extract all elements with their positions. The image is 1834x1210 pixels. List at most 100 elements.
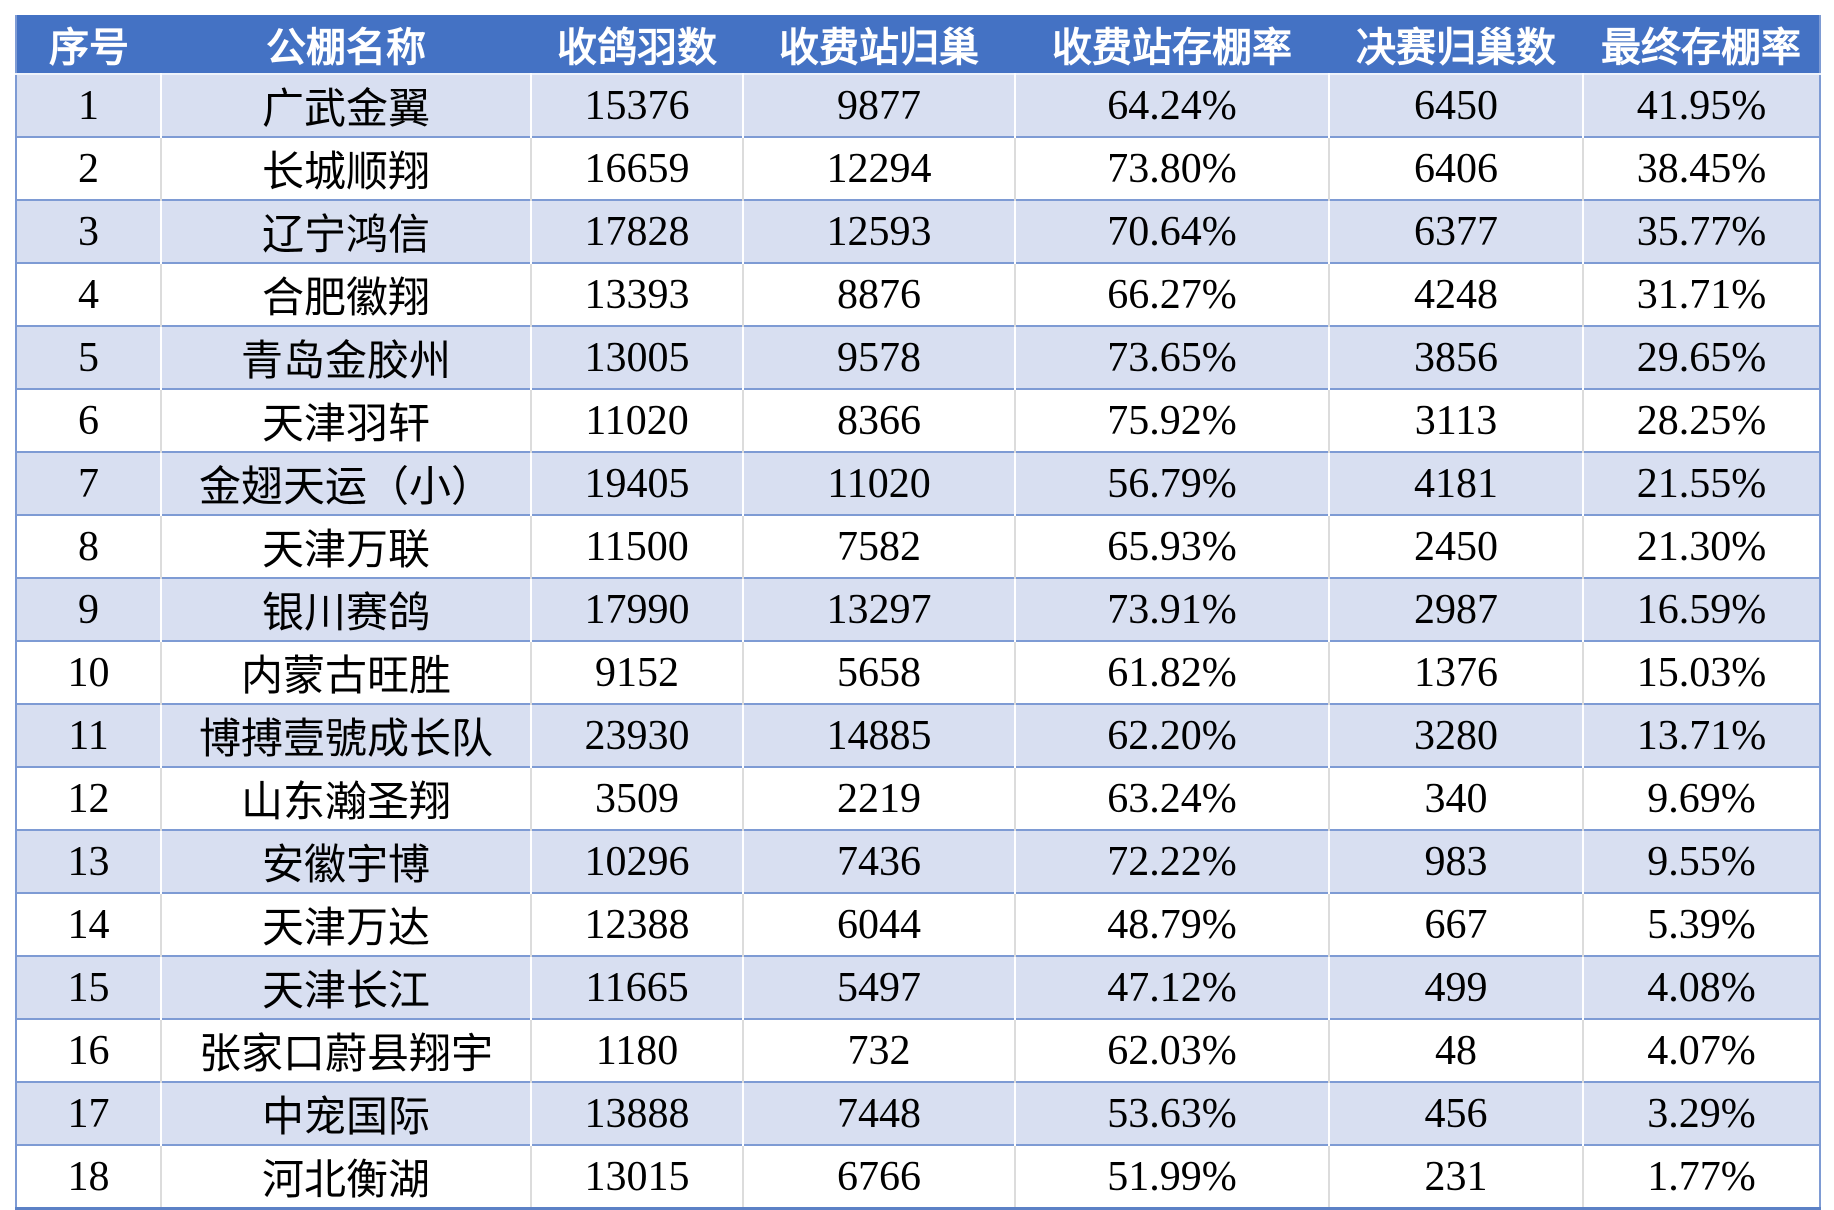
final-returns-cell: 4181 [1329, 452, 1584, 515]
final-returns-cell: 456 [1329, 1082, 1584, 1145]
final-retention-rate-cell: 16.59% [1583, 578, 1820, 641]
pigeons-collected-cell: 17990 [531, 578, 744, 641]
col-header-pigeons-collected: 收鸽羽数 [531, 15, 743, 74]
table-row: 17 中宠国际 13888 7448 53.63% 456 3.29% [16, 1082, 1820, 1145]
toll-station-retention-rate-cell: 73.65% [1015, 326, 1330, 389]
loft-name-cell: 天津万达 [161, 893, 532, 956]
final-retention-rate-cell: 21.55% [1583, 452, 1820, 515]
col-header-final-returns: 决赛归巢数 [1329, 15, 1583, 74]
header-row: 序号 公棚名称 收鸽羽数 收费站归巢 收费站存棚率 决赛归巢数 最终存棚率 [16, 15, 1820, 74]
toll-station-returns-cell: 8366 [743, 389, 1016, 452]
table-row: 16 张家口蔚县翔宇 1180 732 62.03% 48 4.07% [16, 1019, 1820, 1082]
final-returns-cell: 499 [1329, 956, 1584, 1019]
pigeons-collected-cell: 23930 [531, 704, 744, 767]
loft-name-cell: 广武金翼 [161, 74, 532, 137]
final-retention-rate-cell: 9.55% [1583, 830, 1820, 893]
table-row: 7 金翅天运（小） 19405 11020 56.79% 4181 21.55% [16, 452, 1820, 515]
toll-station-returns-cell: 6766 [743, 1145, 1016, 1209]
toll-station-retention-rate-cell: 53.63% [1015, 1082, 1330, 1145]
final-retention-rate-cell: 4.08% [1583, 956, 1820, 1019]
serial-number-cell: 14 [16, 893, 162, 956]
serial-number-cell: 6 [16, 389, 162, 452]
serial-number-cell: 4 [16, 263, 162, 326]
col-header-loft-name: 公棚名称 [161, 15, 531, 74]
toll-station-returns-cell: 12294 [743, 137, 1016, 200]
table-row: 3 辽宁鸿信 17828 12593 70.64% 6377 35.77% [16, 200, 1820, 263]
pigeons-collected-cell: 3509 [531, 767, 744, 830]
final-returns-cell: 3113 [1329, 389, 1584, 452]
table-header: 序号 公棚名称 收鸽羽数 收费站归巢 收费站存棚率 决赛归巢数 最终存棚率 [16, 15, 1820, 74]
table-row: 10 内蒙古旺胜 9152 5658 61.82% 1376 15.03% [16, 641, 1820, 704]
serial-number-cell: 8 [16, 515, 162, 578]
table-row: 9 银川赛鸽 17990 13297 73.91% 2987 16.59% [16, 578, 1820, 641]
serial-number-cell: 5 [16, 326, 162, 389]
table-row: 6 天津羽轩 11020 8366 75.92% 3113 28.25% [16, 389, 1820, 452]
serial-number-cell: 16 [16, 1019, 162, 1082]
final-returns-cell: 6406 [1329, 137, 1584, 200]
table-row: 12 山东瀚圣翔 3509 2219 63.24% 340 9.69% [16, 767, 1820, 830]
table-row: 8 天津万联 11500 7582 65.93% 2450 21.30% [16, 515, 1820, 578]
final-returns-cell: 6377 [1329, 200, 1584, 263]
serial-number-cell: 17 [16, 1082, 162, 1145]
pigeons-collected-cell: 9152 [531, 641, 744, 704]
final-returns-cell: 2450 [1329, 515, 1584, 578]
toll-station-retention-rate-cell: 65.93% [1015, 515, 1330, 578]
final-retention-rate-cell: 4.07% [1583, 1019, 1820, 1082]
loft-name-cell: 青岛金胶州 [161, 326, 532, 389]
pigeons-collected-cell: 11665 [531, 956, 744, 1019]
pigeon-race-results-table-wrap: 序号 公棚名称 收鸽羽数 收费站归巢 收费站存棚率 决赛归巢数 最终存棚率 1 广武金翼 153… [15, 15, 1821, 1210]
table-row: 1 广武金翼 15376 9877 64.24% 6450 41.95% [16, 74, 1820, 137]
final-retention-rate-cell: 28.25% [1583, 389, 1820, 452]
toll-station-retention-rate-cell: 48.79% [1015, 893, 1330, 956]
toll-station-returns-cell: 7582 [743, 515, 1016, 578]
pigeons-collected-cell: 11500 [531, 515, 744, 578]
toll-station-retention-rate-cell: 70.64% [1015, 200, 1330, 263]
serial-number-cell: 2 [16, 137, 162, 200]
table-row: 11 博搏壹號成长队 23930 14885 62.20% 3280 13.71% [16, 704, 1820, 767]
serial-number-cell: 9 [16, 578, 162, 641]
final-retention-rate-cell: 15.03% [1583, 641, 1820, 704]
toll-station-retention-rate-cell: 66.27% [1015, 263, 1330, 326]
final-returns-cell: 983 [1329, 830, 1584, 893]
final-returns-cell: 667 [1329, 893, 1584, 956]
loft-name-cell: 长城顺翔 [161, 137, 532, 200]
pigeons-collected-cell: 16659 [531, 137, 744, 200]
serial-number-cell: 1 [16, 74, 162, 137]
toll-station-returns-cell: 8876 [743, 263, 1016, 326]
toll-station-retention-rate-cell: 61.82% [1015, 641, 1330, 704]
table-row: 2 长城顺翔 16659 12294 73.80% 6406 38.45% [16, 137, 1820, 200]
loft-name-cell: 合肥徽翔 [161, 263, 532, 326]
table-body: 1 广武金翼 15376 9877 64.24% 6450 41.95% 2 长城顺翔 16659… [16, 74, 1820, 1209]
toll-station-retention-rate-cell: 63.24% [1015, 767, 1330, 830]
serial-number-cell: 18 [16, 1145, 162, 1209]
final-retention-rate-cell: 21.30% [1583, 515, 1820, 578]
serial-number-cell: 11 [16, 704, 162, 767]
pigeons-collected-cell: 13005 [531, 326, 744, 389]
loft-name-cell: 天津万联 [161, 515, 532, 578]
pigeons-collected-cell: 13888 [531, 1082, 744, 1145]
serial-number-cell: 12 [16, 767, 162, 830]
toll-station-retention-rate-cell: 62.20% [1015, 704, 1330, 767]
loft-name-cell: 金翅天运（小） [161, 452, 532, 515]
loft-name-cell: 河北衡湖 [161, 1145, 532, 1209]
serial-number-cell: 15 [16, 956, 162, 1019]
pigeons-collected-cell: 12388 [531, 893, 744, 956]
final-retention-rate-cell: 13.71% [1583, 704, 1820, 767]
final-returns-cell: 6450 [1329, 74, 1584, 137]
serial-number-cell: 7 [16, 452, 162, 515]
toll-station-retention-rate-cell: 51.99% [1015, 1145, 1330, 1209]
pigeons-collected-cell: 19405 [531, 452, 744, 515]
final-retention-rate-cell: 29.65% [1583, 326, 1820, 389]
toll-station-retention-rate-cell: 73.80% [1015, 137, 1330, 200]
loft-name-cell: 内蒙古旺胜 [161, 641, 532, 704]
final-returns-cell: 48 [1329, 1019, 1584, 1082]
final-retention-rate-cell: 3.29% [1583, 1082, 1820, 1145]
serial-number-cell: 13 [16, 830, 162, 893]
toll-station-returns-cell: 5658 [743, 641, 1016, 704]
toll-station-retention-rate-cell: 75.92% [1015, 389, 1330, 452]
col-header-serial-number: 序号 [16, 15, 161, 74]
final-returns-cell: 2987 [1329, 578, 1584, 641]
toll-station-returns-cell: 12593 [743, 200, 1016, 263]
loft-name-cell: 银川赛鸽 [161, 578, 532, 641]
toll-station-returns-cell: 6044 [743, 893, 1016, 956]
